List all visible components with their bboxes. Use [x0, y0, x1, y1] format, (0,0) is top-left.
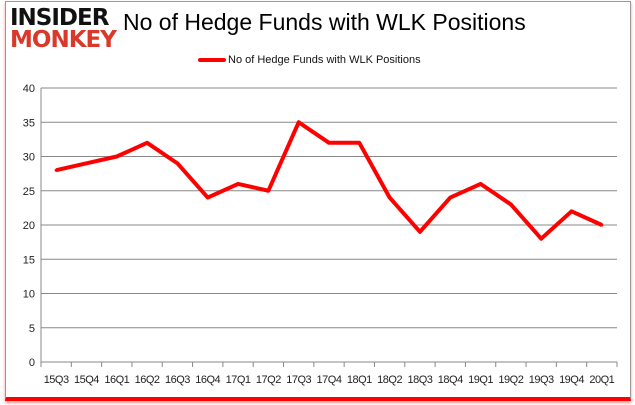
x-tick-label: 19Q4 — [559, 374, 584, 386]
x-tick-label: 19Q1 — [468, 374, 493, 386]
data-point — [84, 161, 88, 165]
chart-title: No of Hedge Funds with WLK Positions — [123, 9, 526, 35]
legend-label: No of Hedge Funds with WLK Positions — [228, 54, 421, 66]
y-tick-label: 25 — [23, 186, 35, 198]
x-tick-label: 19Q2 — [498, 374, 523, 386]
x-tick-label: 18Q4 — [438, 374, 463, 386]
data-point — [115, 155, 119, 158]
data-point — [418, 230, 422, 234]
series-line — [55, 120, 603, 241]
x-tick-label: 16Q1 — [104, 374, 129, 386]
x-tick-label: 17Q3 — [286, 374, 311, 386]
legend: No of Hedge Funds with WLK Positions — [198, 54, 421, 66]
data-point — [206, 196, 210, 200]
logo-monkey: MONKEY — [10, 27, 117, 53]
data-point — [236, 182, 240, 186]
x-tick-label: 16Q4 — [195, 374, 220, 386]
x-tick-label: 15Q3 — [44, 374, 69, 386]
data-point — [145, 141, 149, 145]
data-point — [266, 189, 270, 193]
data-point — [357, 141, 361, 145]
y-tick-label: 20 — [23, 220, 35, 232]
x-tick-label: 18Q3 — [407, 374, 432, 386]
data-point — [600, 223, 604, 227]
x-tick-label: 15Q4 — [74, 374, 99, 386]
data-point — [54, 168, 58, 172]
x-tick-label: 18Q2 — [377, 374, 402, 386]
x-tick-label: 17Q4 — [317, 374, 342, 386]
y-tick-label: 35 — [23, 117, 35, 129]
x-tick-label: 16Q2 — [135, 374, 160, 386]
x-tick-label: 16Q3 — [165, 374, 190, 386]
data-point — [297, 120, 301, 124]
data-point — [448, 196, 452, 200]
data-point — [479, 182, 483, 186]
logo-insider: INSIDER — [10, 5, 109, 31]
data-point — [388, 196, 392, 200]
y-tick-label: 0 — [29, 357, 35, 369]
y-tick-label: 10 — [23, 289, 35, 301]
y-tick-label: 15 — [23, 254, 35, 266]
x-tick-label: 20Q1 — [589, 374, 614, 386]
y-tick-label: 40 — [23, 83, 35, 95]
data-point — [327, 141, 331, 145]
data-point — [509, 202, 513, 206]
chart-frame — [5, 1, 631, 401]
data-point — [539, 237, 543, 241]
y-tick-label: 30 — [23, 152, 35, 164]
x-tick-label: 17Q1 — [226, 374, 251, 386]
data-point — [570, 209, 574, 213]
data-point — [175, 161, 179, 165]
y-tick-label: 5 — [29, 323, 35, 335]
legend-swatch — [198, 58, 226, 62]
x-tick-label: 18Q1 — [347, 374, 372, 386]
x-tick-label: 17Q2 — [256, 374, 281, 386]
x-tick-label: 19Q3 — [529, 374, 554, 386]
